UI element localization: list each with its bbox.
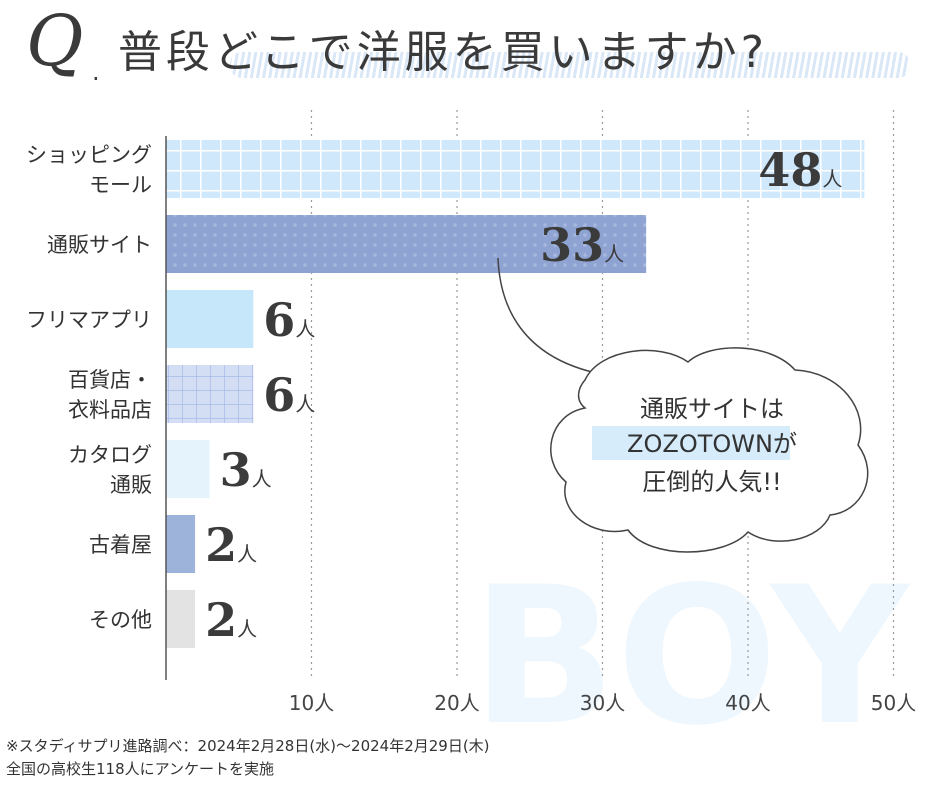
bar-chart: BOY ショッピングモール通販サイトフリマアプリ百貨店・衣料品店カタログ通販古着… (26, 110, 916, 735)
footnote-line-1: ※スタディサプリ進路調べ：2024年2月28日(水)～2024年2月29日(木) (6, 737, 490, 755)
category-label: 通販サイト (47, 233, 152, 257)
data-label-value: 48 (758, 143, 822, 197)
data-label-value: 6 (263, 293, 295, 347)
category-label: フリマアプリ (26, 308, 152, 332)
bar (166, 590, 196, 648)
data-label: 2人 (205, 593, 257, 647)
title-underline-decoration (230, 52, 910, 78)
annotation-line-2: ZOZOTOWNが (627, 430, 797, 458)
bar (166, 440, 210, 498)
page-title: 普段どこで洋服を買いますか? (118, 27, 769, 78)
data-label-unit: 人 (295, 392, 315, 416)
data-label-value: 6 (263, 368, 295, 422)
x-tick-label: 30人 (580, 691, 625, 715)
bar (166, 515, 196, 573)
data-label-value: 2 (205, 518, 237, 572)
bar (166, 215, 647, 273)
data-label-value: 3 (220, 443, 252, 497)
data-label-unit: 人 (822, 167, 842, 191)
category-label: カタログ (68, 443, 152, 467)
x-tick-label: 40人 (725, 691, 770, 715)
data-label: 3人 (220, 443, 272, 497)
question-mark-letter: Q (26, 0, 84, 82)
annotation-pointer (497, 257, 593, 373)
category-label: その他 (89, 608, 152, 632)
x-tick-label: 10人 (289, 691, 334, 715)
data-label: 33人 (540, 218, 624, 272)
category-label: 衣料品店 (68, 398, 152, 422)
x-tick-label: 20人 (434, 691, 479, 715)
data-label: 48人 (758, 143, 842, 197)
annotation-line-3: 圧倒的人気!! (642, 468, 781, 496)
data-label-value: 2 (205, 593, 237, 647)
category-label: モール (89, 173, 152, 197)
bar (166, 365, 254, 423)
data-label: 6人 (263, 293, 315, 347)
category-label: 百貨店・ (68, 368, 152, 392)
annotation-line-1: 通販サイトは (640, 395, 784, 423)
data-label-unit: 人 (604, 242, 624, 266)
boy-watermark: BOY (471, 546, 911, 735)
question-dot: . (92, 58, 100, 86)
annotation-highlight (592, 426, 790, 460)
category-label: 古着屋 (89, 533, 152, 557)
data-label: 2人 (205, 518, 257, 572)
title-area: Q . 普段どこで洋服を買いますか? (0, 0, 930, 110)
data-label-unit: 人 (237, 542, 257, 566)
data-label-unit: 人 (295, 317, 315, 341)
footnote: ※スタディサプリ進路調べ：2024年2月28日(水)～2024年2月29日(木)… (6, 735, 490, 781)
category-label: 通販 (110, 473, 152, 497)
bar (166, 290, 254, 348)
data-label-value: 33 (540, 218, 604, 272)
data-label-unit: 人 (252, 467, 272, 491)
bar (166, 140, 865, 198)
category-label: ショッピング (26, 143, 152, 167)
footnote-line-2: 全国の高校生118人にアンケートを実施 (6, 760, 275, 778)
data-label-unit: 人 (237, 617, 257, 641)
data-label: 6人 (263, 368, 315, 422)
x-tick-label: 50人 (871, 691, 916, 715)
